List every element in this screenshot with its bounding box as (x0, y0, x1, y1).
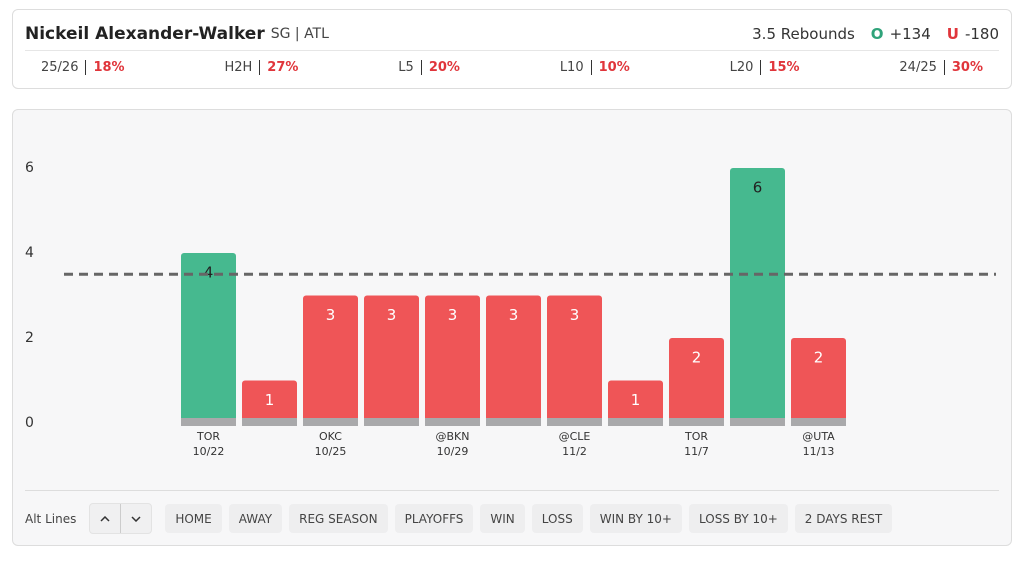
bar-value-label: 3 (509, 306, 519, 324)
bar (486, 295, 541, 423)
filter-button[interactable]: LOSS (531, 504, 583, 533)
bar-value-label: 6 (753, 179, 763, 197)
bar (791, 338, 846, 423)
bar-base (425, 418, 480, 426)
filter-button[interactable]: WIN (480, 504, 525, 533)
stat-label: H2H (224, 60, 261, 75)
stat: L20 15% (729, 60, 800, 75)
bar-value-label: 2 (814, 349, 824, 367)
bar-base (730, 418, 785, 426)
alt-lines-label: Alt Lines (25, 511, 77, 526)
bar-value-label: 3 (570, 306, 580, 324)
bar-base (486, 418, 541, 426)
filter-button[interactable]: HOME (165, 504, 222, 533)
bar (669, 338, 724, 423)
stat-label: 25/26 (41, 60, 87, 75)
x-tick-label: OKC (319, 430, 342, 443)
y-tick-label: 2 (25, 330, 34, 346)
bar-base (181, 418, 236, 426)
stat-value: 27% (267, 60, 299, 75)
bar-base (608, 418, 663, 426)
stat-label: 24/25 (899, 60, 945, 75)
bar (547, 295, 602, 423)
x-tick-label: 10/29 (437, 445, 469, 458)
y-tick-label: 4 (25, 245, 34, 261)
bar (364, 295, 419, 423)
under-odds: -180 (964, 25, 999, 43)
x-tick-label: 11/7 (684, 445, 709, 458)
alt-line-arrows (89, 503, 153, 534)
stat: L10 10% (559, 60, 630, 75)
stat-label: L10 (559, 60, 592, 75)
bar-base (242, 418, 297, 426)
bar-value-label: 3 (326, 306, 336, 324)
bar-value-label: 3 (448, 306, 458, 324)
bar-base (791, 418, 846, 426)
x-tick-label: 10/22 (193, 445, 225, 458)
bar-base (547, 418, 602, 426)
over-odds: +134 (889, 25, 931, 43)
bar (425, 295, 480, 423)
bar (242, 380, 297, 423)
chart: 0 2 4 6 4 TOR 10/22 1 3 OKC 10/25 3 3 @BKN 10/29 3 3 @CLE… (25, 160, 996, 458)
filter-button[interactable]: AWAY (228, 504, 283, 533)
bar-base (303, 418, 358, 426)
filter-button[interactable]: PLAYOFFS (394, 504, 474, 533)
x-tick-label: @UTA (802, 430, 835, 443)
filter-button[interactable]: WIN BY 10+ (589, 504, 682, 533)
over-symbol: O (870, 25, 884, 43)
stat: H2H 27% (224, 60, 298, 75)
under-symbol: U (946, 25, 959, 43)
x-tick-label: 11/2 (562, 445, 587, 458)
x-tick-label: 11/13 (803, 445, 835, 458)
chart-card: 0 2 4 6 4 TOR 10/22 1 3 OKC 10/25 3 3 @BKN 10/29 3 3 @CLE… (12, 109, 1012, 546)
header-row: Nickeil Alexander-Walker SG | ATL 3.5 Re… (25, 18, 999, 51)
x-tick-label: TOR (196, 430, 220, 443)
arrow-up[interactable] (90, 504, 120, 533)
stat-label: L20 (729, 60, 762, 75)
stat-value: 30% (951, 60, 983, 75)
stat: 25/26 18% (41, 60, 125, 75)
bar-value-label: 4 (204, 264, 214, 282)
player-name: Nickeil Alexander-Walker (25, 24, 265, 44)
header-card: Nickeil Alexander-Walker SG | ATL 3.5 Re… (12, 9, 1012, 89)
bar-value-label: 2 (692, 349, 702, 367)
stat: L5 20% (398, 60, 460, 75)
bar-base (669, 418, 724, 426)
stat-value: 20% (428, 60, 460, 75)
y-tick-label: 0 (25, 415, 34, 431)
player-position: SG | ATL (270, 26, 329, 42)
bar (730, 168, 785, 423)
filters: Alt Lines HOME AWAY REG SEASON PLAYOFFS WIN L… (25, 503, 893, 534)
stat-value: 15% (768, 60, 800, 75)
x-tick-label: TOR (684, 430, 708, 443)
bar-base (364, 418, 419, 426)
x-tick-label: 10/25 (315, 445, 347, 458)
bar-value-label: 1 (631, 391, 641, 409)
arrow-down[interactable] (120, 504, 151, 533)
stat: 24/25 30% (899, 60, 983, 75)
filter-button[interactable]: REG SEASON (289, 504, 388, 533)
odds: 3.5 Rebounds O +134 U -180 (752, 25, 999, 43)
stat-value: 10% (598, 60, 630, 75)
bar (608, 380, 663, 423)
separator (25, 490, 999, 491)
prop-line: 3.5 Rebounds (752, 25, 855, 43)
stat-value: 18% (93, 60, 125, 75)
bar-value-label: 3 (387, 306, 397, 324)
y-tick-label: 6 (25, 160, 34, 176)
bar (181, 253, 236, 423)
stat-label: L5 (398, 60, 422, 75)
bar-value-label: 1 (265, 391, 275, 409)
x-tick-label: @BKN (436, 430, 470, 443)
bar (303, 295, 358, 423)
filter-button[interactable]: 2 DAYS REST (794, 504, 893, 533)
filter-button[interactable]: LOSS BY 10+ (688, 504, 788, 533)
stats-row: 25/26 18% H2H 27% L5 20% L10 10% L20 15% 24/25 30% (41, 60, 983, 75)
x-tick-label: @CLE (559, 430, 591, 443)
